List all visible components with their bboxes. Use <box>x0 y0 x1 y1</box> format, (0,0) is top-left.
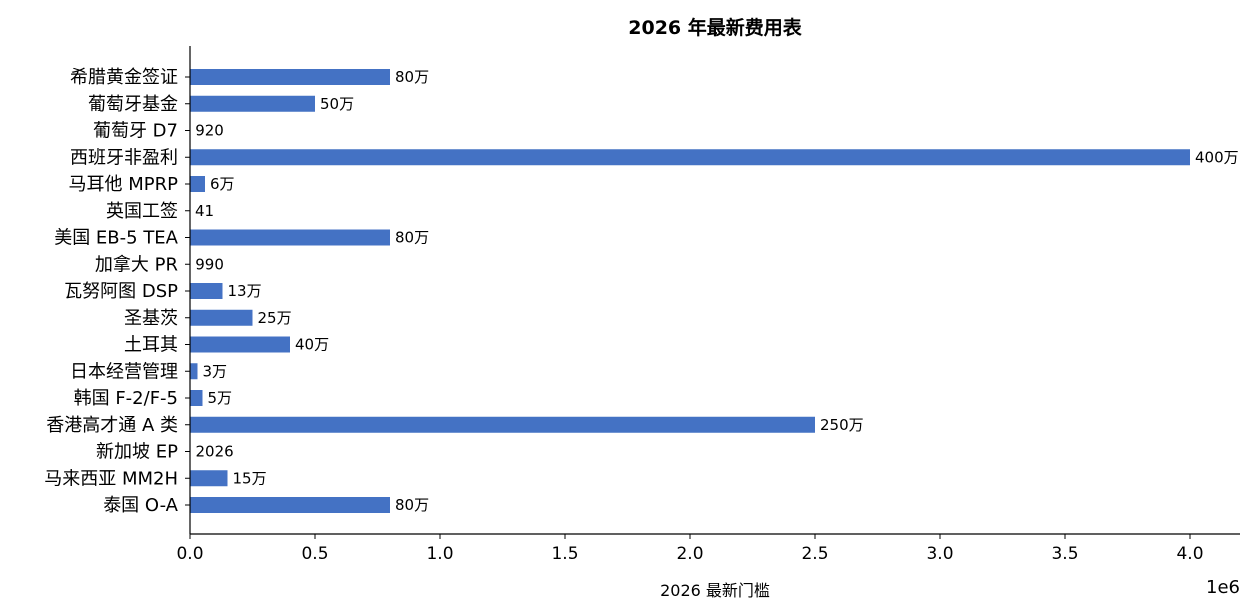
category-label-10: 土耳其 <box>124 335 178 356</box>
bar-1 <box>190 95 315 112</box>
x-axis-exponent: 1e6 <box>1206 577 1240 598</box>
data-label-10: 40万 <box>295 336 329 354</box>
x-tick-label-6: 3.0 <box>926 544 953 564</box>
bar-4 <box>190 176 205 192</box>
category-label-9: 圣基茨 <box>124 308 178 329</box>
data-label-13: 250万 <box>820 416 864 434</box>
data-label-6: 80万 <box>395 229 429 247</box>
bar-16 <box>190 497 390 513</box>
bar-8 <box>190 283 223 299</box>
x-ticks-group: 0.0 0.5 1.0 1.5 2.0 2.5 3.0 3.5 4.0 <box>176 534 1204 564</box>
data-label-11: 3万 <box>203 362 228 380</box>
x-tick-label-5: 2.5 <box>801 544 828 564</box>
x-tick-label-4: 2.0 <box>676 544 703 564</box>
x-tick-label-0: 0.0 <box>176 544 203 564</box>
data-label-15: 15万 <box>233 469 267 487</box>
category-label-8: 瓦努阿图 DSP <box>64 281 178 302</box>
bar-9 <box>190 309 253 326</box>
category-label-4: 马耳他 MPRP <box>69 174 179 195</box>
category-label-1: 葡萄牙基金 <box>88 94 178 115</box>
data-label-12: 5万 <box>208 389 233 407</box>
bar-0 <box>190 69 390 85</box>
data-label-2: 920 <box>195 122 224 140</box>
data-label-9: 25万 <box>258 309 292 327</box>
data-label-3: 400万 <box>1195 148 1239 166</box>
bar-13 <box>190 416 815 433</box>
category-label-2: 葡萄牙 D7 <box>93 121 178 142</box>
x-tick-label-8: 4.0 <box>1176 544 1203 564</box>
category-label-13: 香港高才通 A 类 <box>46 415 178 436</box>
category-label-6: 美国 EB-5 TEA <box>54 228 178 249</box>
data-label-0: 80万 <box>395 68 429 86</box>
chart-title: 2026 年最新费用表 <box>628 16 802 39</box>
bar-11 <box>190 363 198 380</box>
bar-3 <box>190 149 1190 166</box>
category-label-11: 日本经营管理 <box>70 361 178 382</box>
category-label-7: 加拿大 PR <box>95 253 178 275</box>
category-label-0: 希腊黄金签证 <box>70 67 178 88</box>
category-label-15: 马来西亚 MM2H <box>44 468 178 489</box>
data-label-14: 2026 <box>196 443 234 461</box>
category-label-12: 韩国 F-2/F-5 <box>74 388 178 409</box>
data-label-16: 80万 <box>395 496 429 514</box>
data-label-8: 13万 <box>228 282 262 300</box>
x-axis-label: 2026 最新门槛 <box>660 581 770 600</box>
x-tick-label-1: 0.5 <box>301 544 328 564</box>
data-label-7: 990 <box>195 255 224 273</box>
data-label-1: 50万 <box>320 95 354 113</box>
bar-6 <box>190 229 390 246</box>
x-tick-label-7: 3.5 <box>1051 544 1078 564</box>
category-label-16: 泰国 O-A <box>103 495 178 516</box>
x-tick-label-3: 1.5 <box>551 544 578 564</box>
category-label-3: 西班牙非盈利 <box>70 147 178 168</box>
bar-15 <box>190 470 228 487</box>
x-tick-label-2: 1.0 <box>426 544 453 564</box>
bars-group <box>190 69 1190 513</box>
bar-12 <box>190 390 203 406</box>
category-label-14: 新加坡 EP <box>96 442 178 463</box>
data-label-4: 6万 <box>210 175 235 193</box>
category-label-5: 英国工签 <box>106 201 178 222</box>
data-label-5: 41 <box>195 202 214 220</box>
bar-10 <box>190 336 290 353</box>
